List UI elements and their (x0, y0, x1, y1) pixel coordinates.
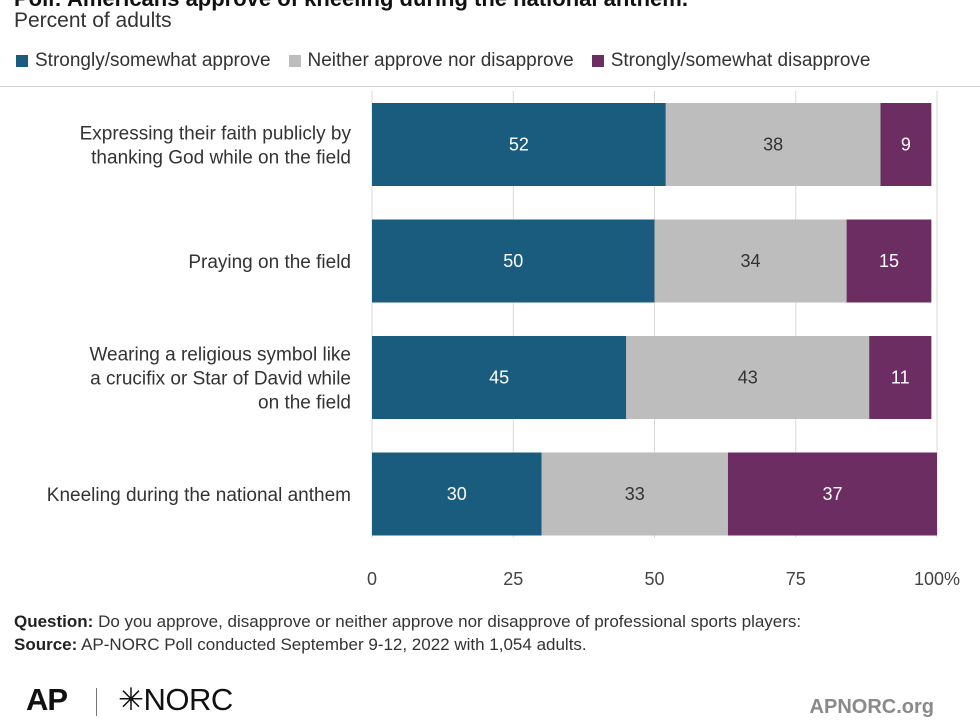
stacked-bar-chart: 52 38 9 Expressing their faith publicly by t… (47, 91, 960, 589)
data-label: 50 (503, 251, 523, 271)
category-label: Wearing a religious symbol like (89, 345, 351, 366)
data-label: 34 (741, 251, 761, 271)
data-label: 9 (901, 135, 911, 155)
bar-segment (665, 103, 881, 186)
chart-title: Poll: Americans approve of kneeling duri… (14, 0, 974, 12)
category-label: a crucifix or Star of David while (90, 369, 351, 390)
legend: Strongly/somewhat approve Neither approv… (16, 49, 871, 73)
site-link[interactable]: APNORC.org (809, 696, 934, 718)
bar-segment (372, 219, 655, 303)
x-tick-label: 25 (503, 569, 523, 589)
data-label: 15 (879, 251, 899, 271)
data-label: 11 (891, 368, 910, 388)
data-label: 37 (822, 484, 842, 504)
category-label: on the field (258, 393, 351, 414)
chart-subtitle: Percent of adults (14, 9, 172, 32)
data-label: 38 (763, 135, 783, 155)
x-tick-label: 100% (914, 569, 960, 589)
source-text: AP-NORC Poll conducted September 9-12, 2… (81, 635, 587, 654)
bar-segment (846, 219, 932, 303)
category-label: Praying on the field (188, 252, 351, 273)
x-tick-label: 0 (367, 569, 377, 589)
legend-item-disapprove: Strongly/somewhat disapprove (591, 50, 871, 72)
bar-segment (372, 452, 542, 536)
source-line: Source: AP-NORC Poll conducted September… (14, 633, 801, 656)
legend-swatch-neither (288, 55, 301, 67)
bar-segment (880, 103, 932, 186)
ap-logo: AP (26, 682, 68, 717)
data-label: 43 (738, 368, 758, 388)
header-divider (0, 86, 980, 87)
data-label: 33 (625, 484, 645, 504)
legend-label-neither: Neither approve nor disapprove (307, 50, 574, 71)
bar-segment (869, 336, 932, 419)
bar-segment (372, 103, 666, 186)
category-label: Kneeling during the national anthem (47, 485, 351, 506)
category-label: Expressing their faith publicly by (80, 124, 352, 145)
legend-item-neither: Neither approve nor disapprove (288, 50, 574, 72)
bar-segment (372, 336, 627, 419)
legend-swatch-approve (16, 55, 28, 67)
bar-segment (654, 219, 847, 303)
question-label: Question: (14, 612, 94, 631)
legend-label-disapprove: Strongly/somewhat disapprove (610, 50, 871, 71)
question-line: Question: Do you approve, disapprove or … (14, 610, 801, 633)
source-label: Source: (14, 635, 78, 654)
bar-segment (727, 452, 937, 536)
footnote: Question: Do you approve, disapprove or … (14, 610, 801, 656)
legend-item-approve: Strongly/somewhat approve (16, 50, 271, 72)
question-text: Do you approve, disapprove or neither ap… (98, 612, 802, 631)
logo-separator (96, 688, 97, 716)
data-label: 30 (447, 484, 467, 504)
x-tick-label: 50 (644, 569, 664, 589)
category-label: thanking God while on the field (91, 148, 351, 169)
legend-label-approve: Strongly/somewhat approve (35, 50, 271, 71)
legend-swatch-disapprove (591, 55, 604, 67)
data-label: 45 (489, 368, 509, 388)
data-label: 52 (509, 135, 529, 155)
bar-segment (626, 336, 870, 419)
x-tick-label: 75 (786, 569, 806, 589)
norc-logo: ✳NORC (118, 682, 233, 717)
bar-segment (541, 452, 728, 536)
